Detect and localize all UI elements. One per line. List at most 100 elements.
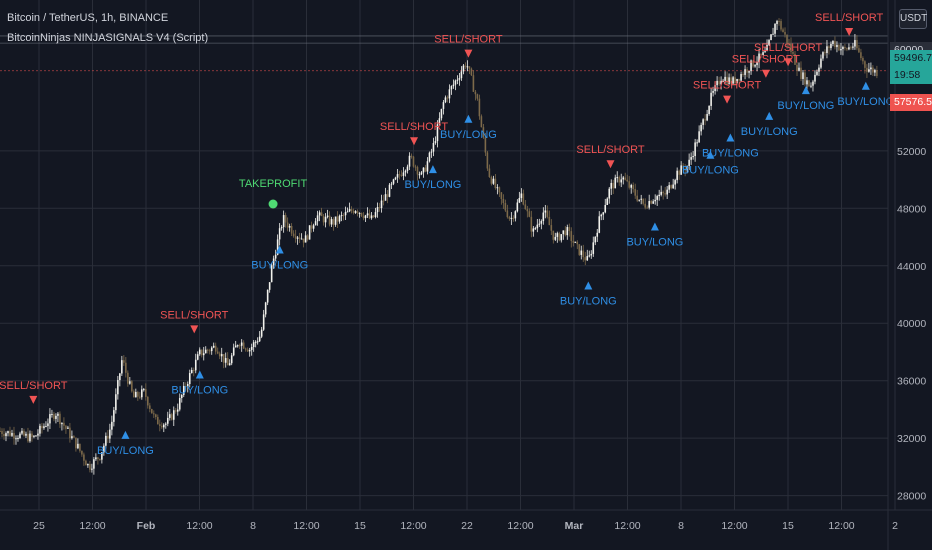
candle-body [376,207,379,213]
candle-body [538,223,541,225]
candle-body [618,177,621,183]
candle-body [848,47,850,50]
candle-body [668,185,670,190]
candle-body [724,76,726,81]
candle-body [300,238,303,240]
candle-body [722,80,724,82]
candle-body [262,314,265,330]
price-axis[interactable]: 28000 32000 36000 40000 44000 48000 52000 [887,0,926,550]
candle-body [396,174,399,178]
candle-body [448,89,451,99]
candle-body [666,189,668,195]
buy-signal-label: BUY/LONG [702,147,759,159]
candle-body [816,71,818,75]
candle-body [95,457,97,460]
sell-signal-arrow [29,395,38,404]
candle-body [208,350,211,352]
candle-body [119,373,121,381]
candle-body [432,142,435,152]
candle-body [446,97,449,99]
candle-body [684,168,686,171]
candle-body [388,184,391,197]
candle-body [304,235,307,243]
candle-body [564,230,567,236]
candle-body [704,119,706,121]
candle-body [576,241,579,245]
candle-body [702,119,704,125]
candle-body [302,238,305,243]
candle-body [736,78,738,84]
candle-body [133,391,135,398]
candle-body [574,241,577,243]
candle-body [408,155,411,167]
candle-body [394,177,397,180]
candle-body [764,51,766,53]
candle-body [652,201,654,204]
candle-body [15,438,17,440]
time-tick-label: 12:00 [79,520,105,532]
candle-body [748,71,750,73]
candle-body [436,124,439,142]
buy-signal-arrow [765,111,774,120]
time-tick-label: 15 [782,520,794,532]
candle-body [176,409,179,412]
symbol-title[interactable]: Bitcoin / TetherUS, 1h, BINANCE [7,12,169,24]
candle-body [65,425,67,429]
candle-body [19,433,21,438]
candle-body [434,141,437,143]
sell-signal-arrow [723,95,732,104]
candle-body [586,256,589,261]
price-tick-label: 48000 [897,203,926,215]
candle-body [834,40,836,48]
candle-body [844,46,846,49]
candle-body [730,77,732,84]
indicator-title[interactable]: BitcoinNinjas NINJASIGNALS V4 (Script) [7,32,209,44]
candle-body [786,34,788,44]
candle-body [444,97,447,103]
candle-body [694,142,696,157]
candlestick-series [0,18,878,475]
buy-signal-arrow [706,150,715,159]
candle-body [588,255,591,257]
candle-body [744,69,746,75]
candle-body [870,67,872,70]
time-axis[interactable]: 25 12:00 Feb 12:00 8 12:00 15 12:00 22 12:00 Mar 12… [0,509,932,532]
candle-body [496,187,499,189]
candle-body [256,341,259,343]
candle-body [27,433,29,442]
candle-body [440,108,443,119]
candle-body [516,202,519,212]
candle-body [678,170,680,175]
candle-body [200,349,203,356]
price-tick-label: 36000 [897,376,926,388]
candle-body [366,213,369,216]
candle-body [139,396,141,398]
candle-body [370,215,373,219]
candle-body [566,227,569,236]
candle-body [578,244,581,255]
candle-body [5,433,7,437]
candle-body [590,253,593,256]
candle-body [628,181,631,188]
candle-body [632,185,635,190]
sell-signal-label: SELL/SHORT [0,380,68,392]
candle-body [270,265,273,283]
candle-body [322,216,325,223]
candle-body [428,152,431,162]
buy-signal-label: BUY/LONG [560,295,617,307]
candle-body [808,80,810,87]
candle-body [374,212,377,218]
candle-body [530,216,533,232]
currency-button[interactable]: USDT [899,9,927,29]
candle-body [828,46,830,49]
candle-body [360,212,363,216]
candle-body [39,425,41,434]
candle-body [143,389,145,391]
candle-body [458,78,461,80]
candle-body [414,166,417,168]
candle-body [101,452,103,460]
candle-body [470,68,473,76]
candle-body [188,373,191,385]
buy-signal-label: BUY/LONG [440,129,497,141]
